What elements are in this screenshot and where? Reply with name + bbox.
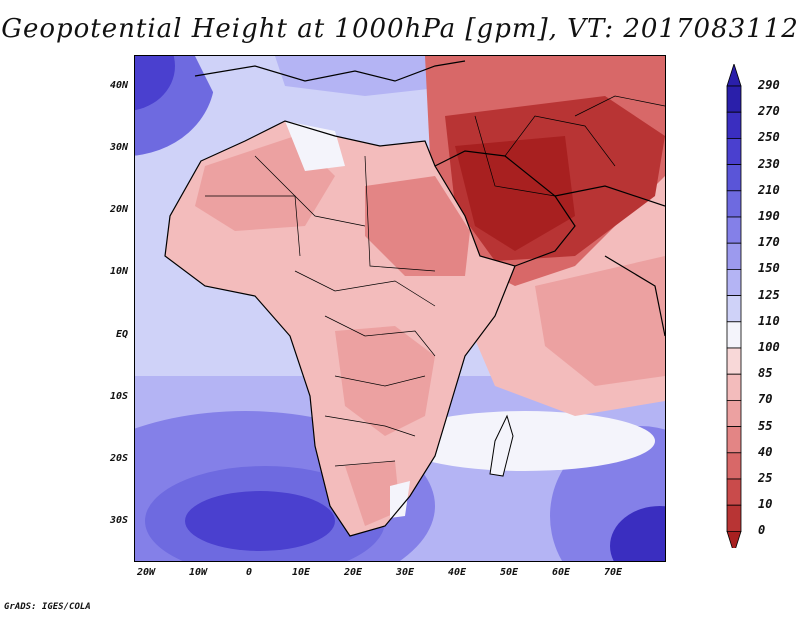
border-7 <box>324 415 416 437</box>
border-4 <box>294 270 436 307</box>
map-panel <box>134 55 666 562</box>
border-3 <box>364 155 436 272</box>
colorbar-bottom-arrow <box>726 531 742 548</box>
colorbar-cell <box>726 85 742 113</box>
lat-label-10s: 10S <box>109 391 128 402</box>
lon-label-10e: 10E <box>291 567 311 578</box>
lat-label-20n: 20N <box>109 204 128 215</box>
colorbar-cell <box>726 138 742 166</box>
border-8 <box>334 460 396 467</box>
lat-label-40n: 40N <box>109 80 128 91</box>
central-africa-warm <box>335 326 435 436</box>
colorbar-cell <box>726 242 742 270</box>
sudan-warm <box>365 176 470 276</box>
colorbar-cell <box>726 347 742 375</box>
colorbar-cell <box>726 268 742 296</box>
colorbar-level-label: 150 <box>758 261 780 276</box>
colorbar-cell <box>726 190 742 218</box>
colorbar-cells <box>726 64 742 548</box>
lat-label-20s: 20S <box>109 453 128 464</box>
arabia-core <box>455 136 575 251</box>
colorbar-cell <box>726 321 742 349</box>
lon-label-60e: 60E <box>551 567 571 578</box>
border-6 <box>334 375 426 387</box>
madagascar <box>489 414 514 477</box>
colorbar-cell <box>726 295 742 323</box>
colorbar-cell <box>726 399 742 427</box>
southern-africa-warm <box>345 461 400 526</box>
atlas-light <box>285 121 345 171</box>
border-9 <box>474 115 556 197</box>
africa-coast <box>164 120 516 537</box>
colorbar-top-arrow <box>726 64 742 87</box>
colorbar-level-label: 125 <box>758 287 780 302</box>
border-10 <box>504 115 616 167</box>
colorbar-level-label: 170 <box>758 235 780 250</box>
lon-label-30e: 30E <box>395 567 415 578</box>
lon-label-20w: 20W <box>136 567 156 578</box>
lon-label-50e: 50E <box>499 567 519 578</box>
colorbar-level-label: 290 <box>758 78 780 92</box>
south-atlantic-high-core <box>185 491 335 551</box>
sahara-west-warm <box>195 136 335 231</box>
colorbar-cell <box>726 373 742 401</box>
colorbar-level-label: 250 <box>758 130 780 145</box>
lon-label-40e: 40E <box>447 567 467 578</box>
colorbar-level-label: 230 <box>758 156 780 171</box>
lat-label-30s: 30S <box>109 515 128 526</box>
border-2 <box>254 155 366 227</box>
colorbar-cell <box>726 164 742 192</box>
colorbar-cell <box>726 478 742 506</box>
persian-coast <box>554 185 665 207</box>
border-11 <box>574 95 665 117</box>
colorbar-cell <box>726 426 742 454</box>
colorbar-level-label: 70 <box>758 392 773 407</box>
coastlines <box>164 60 665 537</box>
indian-ocean-light-band <box>395 411 655 471</box>
indian-ocean-high-core <box>610 506 665 561</box>
lon-label-0: 0 <box>245 567 253 578</box>
lon-label-70e: 70E <box>603 567 623 578</box>
lat-label-30n: 30N <box>109 142 128 153</box>
colorbar-level-label: 270 <box>758 104 780 119</box>
colorbar-cell <box>726 216 742 244</box>
colorbar-cell <box>726 504 742 532</box>
colorbar-level-label: 110 <box>758 313 780 328</box>
border-5 <box>324 315 436 357</box>
colorbar-cell <box>726 452 742 480</box>
atlantic-north-core <box>135 56 175 111</box>
lat-label-eq: EQ <box>115 329 128 340</box>
colorbar-level-label: 25 <box>758 471 773 485</box>
lon-label-20e: 20E <box>343 567 363 578</box>
colorbar-level-label: 55 <box>758 418 773 433</box>
colorbar-level-label: 190 <box>758 209 780 223</box>
colorbar <box>726 64 742 548</box>
colorbar-cell <box>726 111 742 139</box>
lat-label-10n: 10N <box>109 266 128 277</box>
colorbar-level-label: 40 <box>758 444 773 459</box>
arabian-sea-inner <box>535 256 665 386</box>
europe-field <box>275 56 465 96</box>
geopotential-field <box>135 56 665 561</box>
india-coast <box>604 255 665 337</box>
colorbar-level-label: 210 <box>758 182 780 197</box>
colorbar-level-label: 100 <box>758 340 780 354</box>
colorbar-level-label: 10 <box>758 497 773 512</box>
borders <box>205 95 665 467</box>
grads-credit: GrADS: IGES/COLA <box>4 602 91 612</box>
drakensberg-light <box>390 481 410 518</box>
europe-coast <box>194 60 466 82</box>
colorbar-level-label: 85 <box>758 366 773 381</box>
map-title: Geopotential Height at 1000hPa [gpm], VT… <box>1 14 799 44</box>
lon-label-10w: 10W <box>188 567 208 578</box>
colorbar-level-label: 0 <box>758 523 766 538</box>
